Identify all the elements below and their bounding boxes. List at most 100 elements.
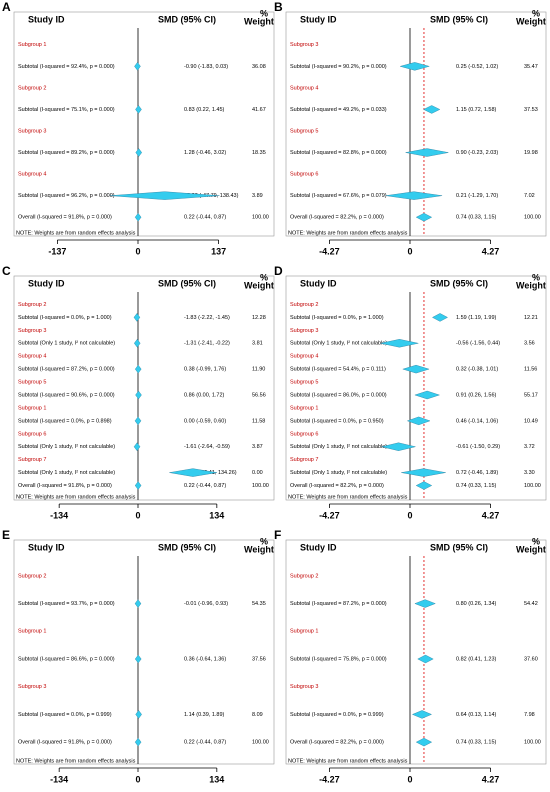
subtotal-effect: -0.61 (-1.50, 0.29) — [456, 444, 500, 450]
subgroup-name: Subgroup 7 — [290, 457, 318, 463]
forest-panel: D Study ID SMD (95% CI)%Weight Subgroup 2 Su… — [274, 264, 547, 520]
panel-letter: E — [2, 528, 10, 542]
subtotal-weight: 55.17 — [524, 392, 538, 398]
subtotal-effect: 0.36 (-0.64, 1.36) — [184, 656, 226, 662]
subtotal-label: Subtotal (Only 1 study, I² not calculabl… — [290, 470, 387, 476]
header-study: Study ID — [300, 542, 337, 552]
header-weight: Weight — [244, 280, 274, 290]
header-study: Study ID — [28, 278, 65, 288]
overall-effect: 0.22 (-0.44, 0.87) — [184, 740, 226, 746]
subtotal-weight: 11.56 — [524, 367, 537, 373]
panel-letter: B — [274, 0, 283, 14]
subtotal-weight: 10.49 — [524, 418, 538, 424]
subtotal-label: Subtotal (I-squared = 67.6%, p = 0.079) — [290, 193, 387, 199]
x-tick-label: -134 — [50, 774, 68, 784]
subtotal-weight: 12.21 — [524, 315, 538, 321]
header-weight: Weight — [244, 544, 274, 554]
x-tick-label: 134 — [209, 510, 224, 520]
subtotal-weight: 7.98 — [524, 712, 535, 718]
subgroup-name: Subgroup 4 — [18, 172, 46, 178]
forest-panel: E Study ID SMD (95% CI)%Weight Subgroup 2 Su… — [2, 528, 275, 784]
subtotal-weight: 3.81 — [252, 341, 263, 347]
subtotal-weight: 3.87 — [252, 444, 263, 450]
x-tick-label: -137 — [48, 246, 66, 256]
subtotal-effect: 0.25 (-0.52, 1.02) — [456, 64, 498, 70]
subtotal-weight: 54.42 — [524, 601, 538, 607]
header-effect: SMD (95% CI) — [430, 278, 488, 288]
panel-frame — [13, 11, 275, 237]
subtotal-weight: 41.67 — [252, 107, 266, 113]
subtotal-label: Subtotal (I-squared = 0.0%, p = 0.950) — [290, 418, 384, 424]
subtotal-weight: 54.35 — [252, 601, 266, 607]
subtotal-weight: 36.08 — [252, 64, 266, 70]
subtotal-diamond — [134, 61, 141, 71]
subtotal-label: Subtotal (I-squared = 90.6%, p = 0.000) — [18, 392, 115, 398]
overall-label: Overall (I-squared = 82.2%, p = 0.000) — [290, 740, 384, 746]
subgroup-name: Subgroup 5 — [18, 380, 46, 386]
panel-frame — [285, 539, 547, 765]
subtotal-diamond — [134, 416, 142, 426]
overall-label: Overall (I-squared = 91.8%, p = 0.000) — [18, 740, 112, 746]
subtotal-weight: 11.90 — [252, 367, 265, 373]
subtotal-diamond — [133, 338, 141, 348]
subtotal-weight: 37.60 — [524, 656, 538, 662]
panel-frame — [285, 11, 547, 237]
subtotal-effect: 0.72 (-0.46, 1.89) — [456, 470, 498, 476]
subtotal-effect: 0.46 (-0.14, 1.06) — [456, 418, 498, 424]
overall-effect: 0.22 (-0.44, 0.87) — [184, 483, 226, 489]
panel-frame — [13, 539, 275, 765]
subtotal-diamond — [135, 148, 143, 157]
subtotal-diamond — [135, 710, 142, 719]
note: NOTE: Weights are from random effects an… — [288, 758, 408, 764]
subtotal-weight: 37.53 — [524, 107, 538, 113]
subtotal-label: Subtotal (I-squared = 89.2%, p = 0.000) — [18, 150, 115, 156]
subtotal-diamond — [133, 442, 141, 452]
header-effect: SMD (95% CI) — [158, 278, 216, 288]
x-tick-label: 0 — [135, 510, 140, 520]
panel-letter: C — [2, 264, 11, 278]
subtotal-label: Subtotal (Only 1 study, I² not calculabl… — [290, 444, 387, 450]
x-tick-label: -134 — [50, 510, 68, 520]
subtotal-label: Subtotal (I-squared = 0.0%, p = 0.999) — [18, 712, 112, 718]
subtotal-diamond — [385, 191, 443, 200]
header-pct: % — [260, 272, 268, 282]
subtotal-weight: 8.09 — [252, 712, 263, 718]
header-study: Study ID — [300, 14, 337, 24]
subtotal-diamond — [109, 191, 220, 200]
panel-letter: A — [2, 0, 11, 14]
subgroup-name: Subgroup 2 — [18, 573, 46, 579]
subtotal-diamond — [133, 313, 141, 322]
subtotal-diamond — [402, 364, 430, 374]
subgroup-name: Subgroup 1 — [290, 405, 318, 411]
subtotal-diamond — [417, 654, 434, 664]
subtotal-label: Subtotal (I-squared = 0.0%, p = 0.898) — [18, 418, 112, 424]
subgroup-name: Subgroup 3 — [18, 128, 46, 134]
x-tick-label: -4.27 — [319, 246, 340, 256]
subtotal-diamond — [134, 364, 142, 374]
overall-diamond — [134, 212, 142, 222]
subtotal-diamond — [135, 390, 142, 400]
subtotal-effect: 0.80 (0.26, 1.34) — [456, 601, 497, 607]
x-tick-label: -4.27 — [319, 510, 340, 520]
x-tick-label: 4.27 — [482, 510, 500, 520]
subtotal-weight: 3.72 — [524, 444, 535, 450]
overall-label: Overall (I-squared = 91.8%, p = 0.000) — [18, 215, 112, 221]
note: NOTE: Weights are from random effects an… — [288, 230, 408, 236]
subtotal-label: Subtotal (I-squared = 75.8%, p = 0.000) — [290, 656, 387, 662]
subgroup-name: Subgroup 3 — [18, 328, 46, 334]
subtotal-diamond — [381, 442, 416, 451]
note: NOTE: Weights are from random effects an… — [16, 494, 136, 500]
subtotal-label: Subtotal (I-squared = 82.8%, p = 0.000) — [290, 150, 387, 156]
subtotal-effect: 0.82 (0.41, 1.23) — [456, 656, 497, 662]
header-weight: Weight — [516, 16, 546, 26]
subtotal-weight: 56.56 — [252, 392, 266, 398]
subgroup-name: Subgroup 1 — [18, 405, 46, 411]
subtotal-weight: 37.56 — [252, 656, 266, 662]
subtotal-weight: 11.58 — [252, 418, 265, 424]
overall-label: Overall (I-squared = 91.8%, p = 0.000) — [18, 483, 112, 489]
header-study: Study ID — [300, 278, 337, 288]
overall-effect: 0.74 (0.33, 1.15) — [456, 740, 497, 746]
subtotal-diamond — [414, 599, 436, 608]
subtotal-effect: -0.90 (-1.83, 0.03) — [184, 64, 228, 70]
